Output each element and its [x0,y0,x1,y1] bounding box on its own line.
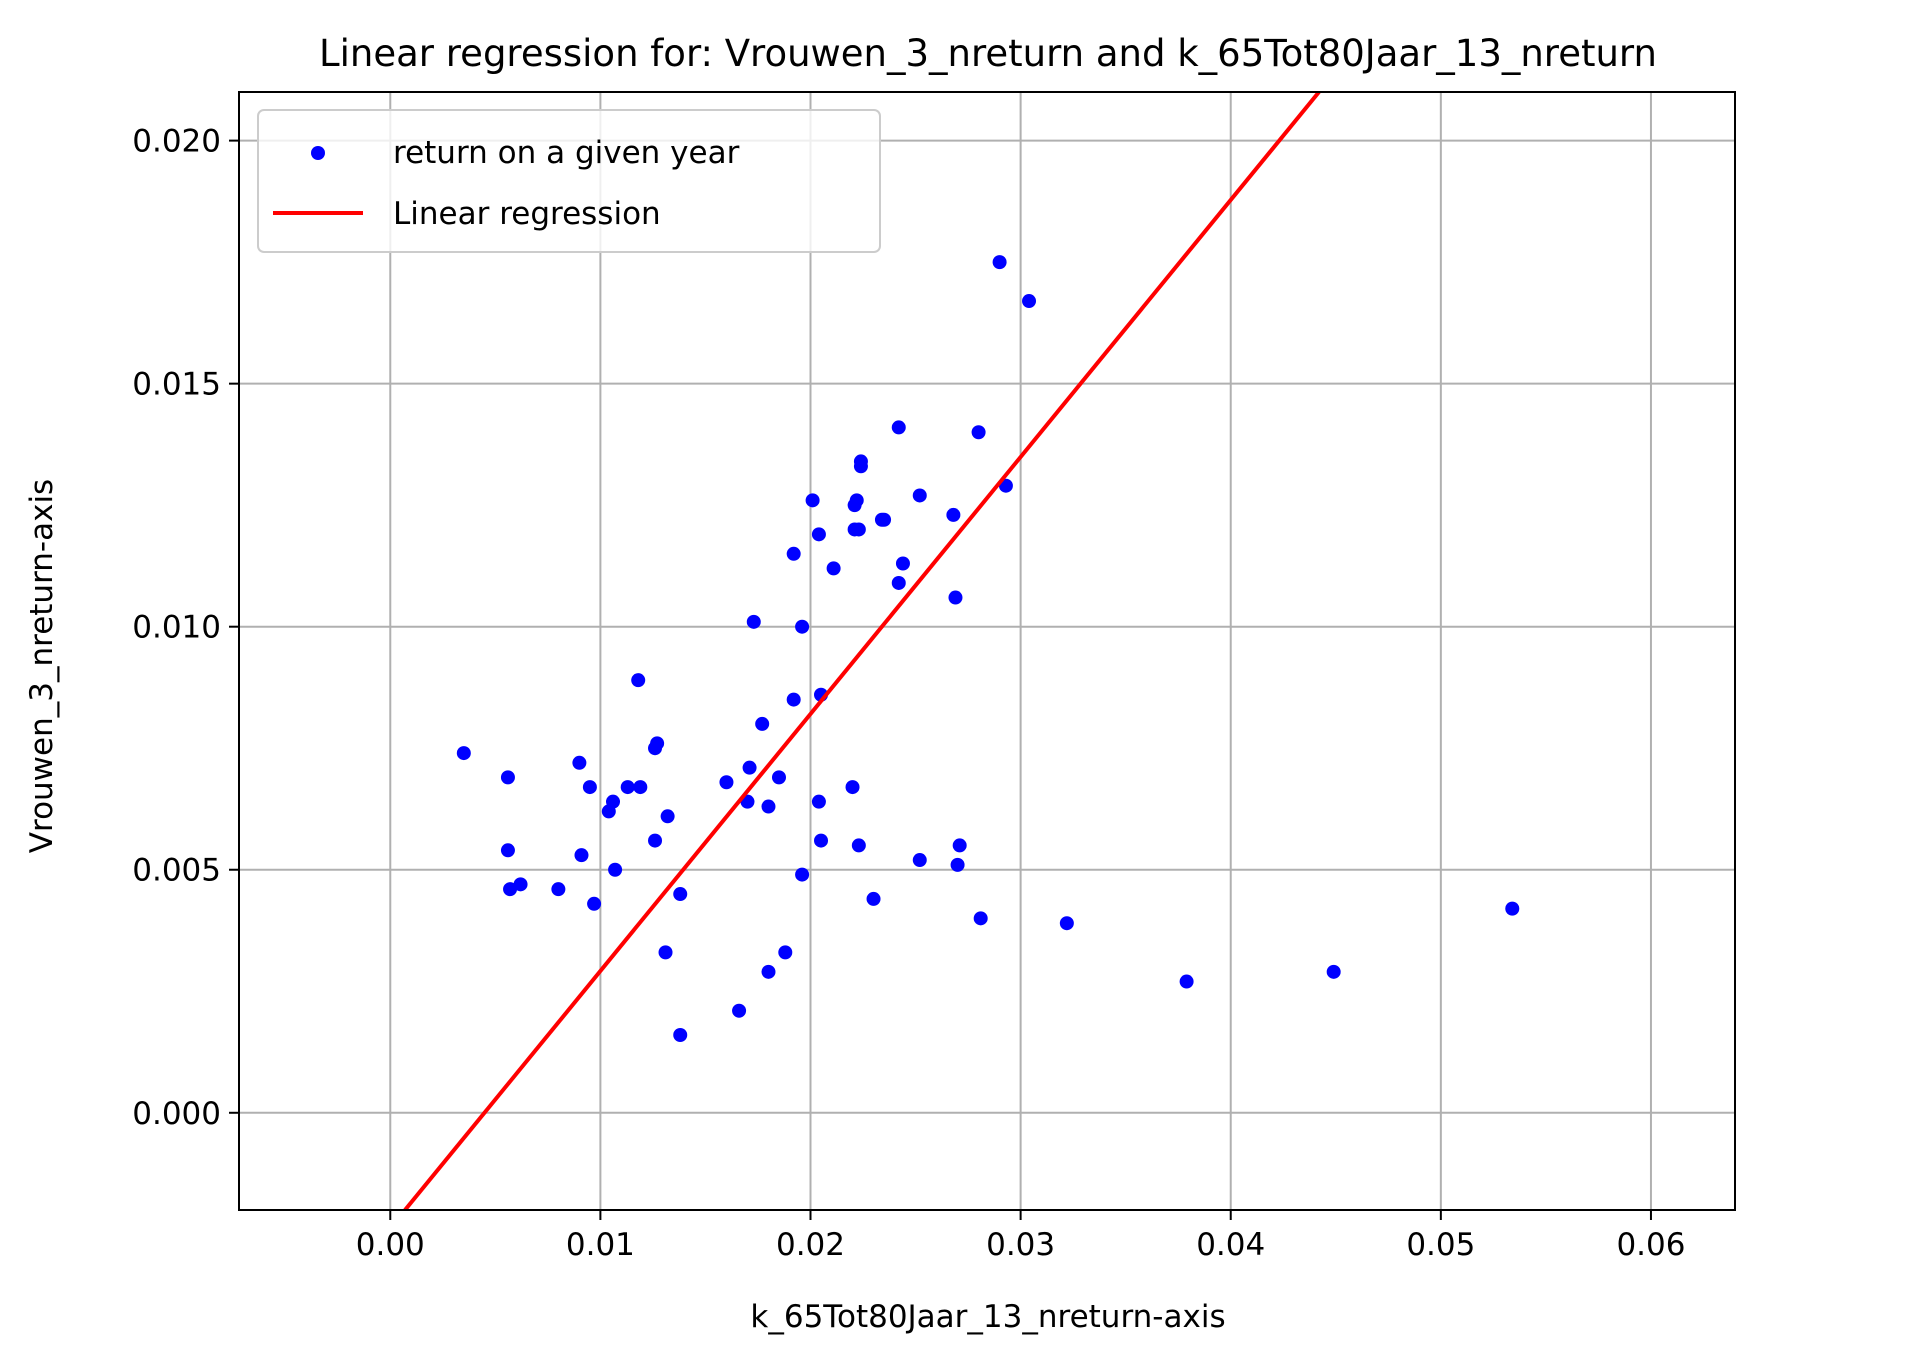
scatter-point [814,833,829,848]
x-tick-label: 0.02 [776,1227,845,1263]
scatter-point [952,838,967,853]
scatter-point [786,546,801,561]
scatter-point [761,799,776,814]
scatter-point [513,877,528,892]
scatter-point [1505,901,1520,916]
scatter-point [866,891,881,906]
scatter-point [895,556,910,571]
scatter-point [946,507,961,522]
x-tick-label: 0.01 [566,1227,635,1263]
legend-label-line: Linear regression [393,196,661,232]
scatter-point [755,716,770,731]
legend-label-scatter: return on a given year [393,135,740,171]
x-axis-label: k_65Tot80Jaar_13_nreturn-axis [750,1299,1225,1335]
scatter-point [574,848,589,863]
scatter-point [877,512,892,527]
y-tick-label: 0.020 [132,124,221,160]
x-tick-label: 0.00 [356,1227,425,1263]
scatter-point [849,493,864,508]
scatter-point [601,804,616,819]
scatter-point [778,945,793,960]
scatter-point [620,780,635,795]
scatter-point [1059,916,1074,931]
scatter-point [851,838,866,853]
scatter-point [631,673,646,688]
legend: return on a given year Linear regression [257,109,881,253]
scatter-point [761,964,776,979]
scatter-point [650,736,665,751]
scatter-point [845,780,860,795]
scatter-point [771,770,786,785]
grid-layer [239,92,1735,1210]
scatter-point [826,561,841,576]
scatter-point [551,882,566,897]
scatter-point [948,590,963,605]
scatter-point [786,692,801,707]
scatter-point [912,853,927,868]
x-tick-label: 0.04 [1196,1227,1265,1263]
legend-scatter-marker [311,146,325,160]
scatter-point [746,614,761,629]
scatter-point [503,882,518,897]
scatter-point [950,857,965,872]
legend-box [257,109,881,253]
scatter-point [633,780,648,795]
scatter-point [500,843,515,858]
scatter-point [658,945,673,960]
scatter-point [587,896,602,911]
regression-line [403,92,1321,1210]
x-tick-label: 0.06 [1616,1227,1685,1263]
scatter-point [891,575,906,590]
scatter-point [660,809,675,824]
scatter-point [795,867,810,882]
scatter-point [608,862,623,877]
y-tick-label: 0.000 [132,1096,221,1132]
scatter-point [1179,974,1194,989]
x-tick-label: 0.03 [986,1227,1055,1263]
scatter-point [500,770,515,785]
scatter-point [1326,964,1341,979]
chart-title: Linear regression for: Vrouwen_3_nreturn… [319,32,1657,75]
series-layer [403,92,1520,1210]
tick-layer: 0.00 0.01 0.02 0.03 0.04 0.05 0.06 0.000 0.005 0.… [132,124,1685,1263]
scatter-point [1022,294,1037,309]
scatter-point [811,527,826,542]
y-axis-label: Vrouwen_3_nreturn-axis [24,479,60,853]
scatter-point [971,425,986,440]
y-tick-label: 0.005 [132,853,221,889]
scatter-point [673,887,688,902]
y-tick-label: 0.010 [132,610,221,646]
scatter-point [742,760,757,775]
y-tick-label: 0.015 [132,367,221,403]
plot-frame [238,91,1736,1211]
scatter-point [673,1028,688,1043]
scatter-point [992,255,1007,270]
scatter-point [456,746,471,761]
scatter-point [973,911,988,926]
scatter-point [648,833,663,848]
scatter-point [795,619,810,634]
scatter-point [912,488,927,503]
scatter-point [582,780,597,795]
scatter-point [851,522,866,537]
x-tick-label: 0.05 [1406,1227,1475,1263]
scatter-point [805,493,820,508]
scatter-point [891,420,906,435]
scatter-point [572,755,587,770]
scatter-point [853,459,868,474]
scatter-point [811,794,826,809]
scatter-point [719,775,734,790]
scatter-point [732,1003,747,1018]
